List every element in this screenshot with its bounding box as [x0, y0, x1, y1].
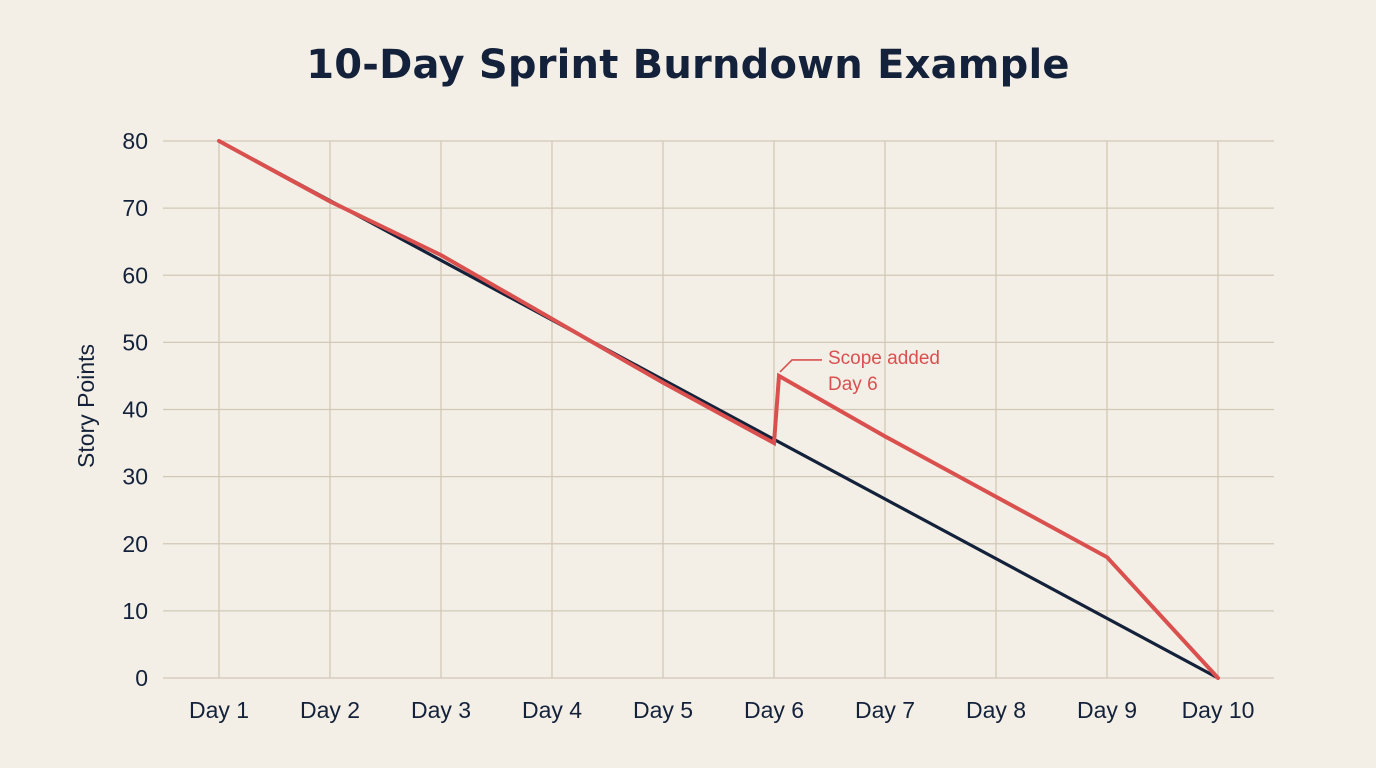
- y-tick-label: 30: [122, 464, 148, 490]
- y-tick-label: 70: [122, 195, 148, 221]
- series-layer: [217, 139, 1220, 680]
- y-tick-label: 0: [135, 665, 148, 691]
- x-tick-label: Day 3: [411, 697, 471, 723]
- x-tick-label: Day 10: [1182, 697, 1255, 723]
- y-tick-label: 50: [122, 329, 148, 355]
- y-tick-labels: 0 10 20 30 40 50 60 70 80: [122, 128, 148, 691]
- annotation-layer: Scope added Day 6: [779, 348, 940, 395]
- x-tick-label: Day 4: [522, 697, 582, 723]
- y-tick-label: 40: [122, 397, 148, 423]
- x-tick-label: Day 2: [300, 697, 360, 723]
- annotation-text: Day 6: [828, 374, 878, 395]
- x-tick-label: Day 8: [966, 697, 1026, 723]
- series-line-ideal: [217, 139, 1220, 680]
- x-tick-label: Day 9: [1077, 697, 1137, 723]
- x-tick-label: Day 6: [744, 697, 804, 723]
- y-tick-label: 20: [122, 531, 148, 557]
- y-tick-label: 10: [122, 598, 148, 624]
- annotation-leader: [779, 359, 822, 373]
- y-tick-label: 60: [122, 262, 148, 288]
- x-tick-label: Day 5: [633, 697, 693, 723]
- y-axis-label: Story Points: [73, 344, 99, 468]
- chart-title: 10-Day Sprint Burndown Example: [306, 42, 1070, 88]
- annotation-text: Scope added: [828, 348, 940, 369]
- y-tick-label: 80: [122, 128, 148, 154]
- x-tick-label: Day 1: [189, 697, 249, 723]
- x-tick-labels: Day 1 Day 2 Day 3 Day 4 Day 5 Day 6 Day 7 Day 8…: [189, 697, 1254, 723]
- x-tick-label: Day 7: [855, 697, 915, 723]
